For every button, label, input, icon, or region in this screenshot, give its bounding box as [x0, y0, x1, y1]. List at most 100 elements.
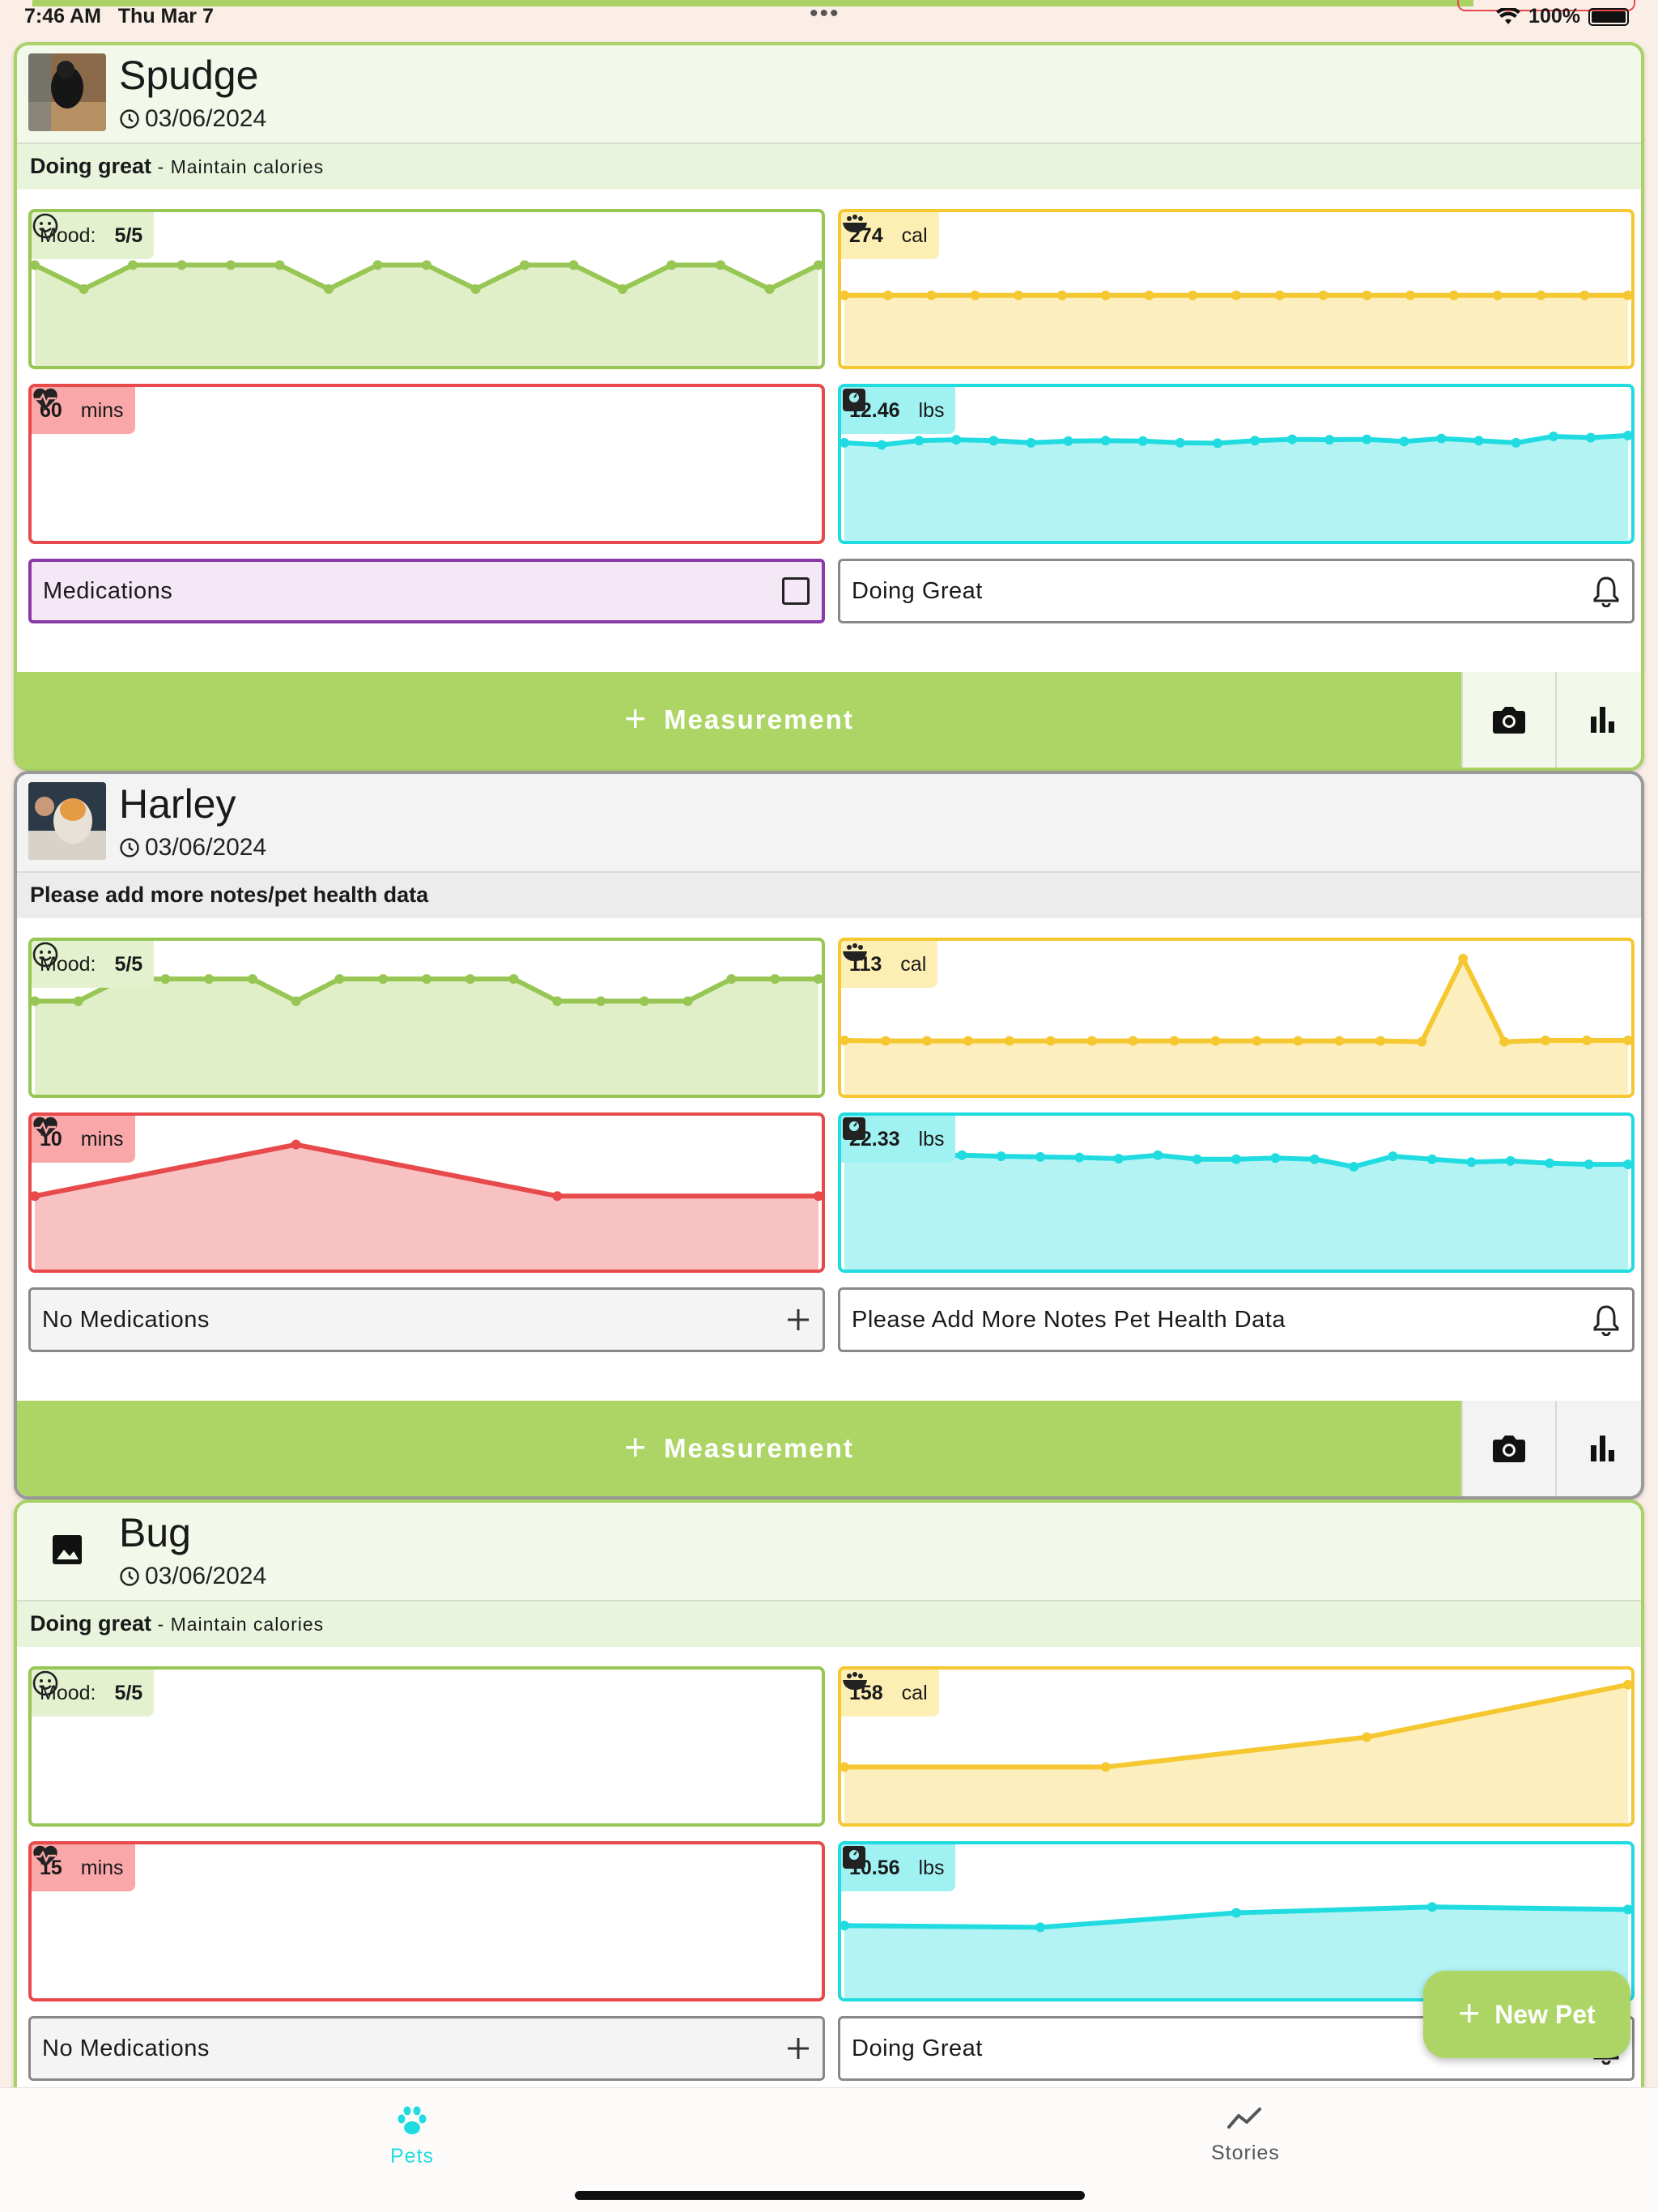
chart-point: [1362, 290, 1372, 300]
avatar[interactable]: [28, 782, 106, 860]
chart-point: [841, 1036, 849, 1046]
activity-chart[interactable]: 60 mins: [28, 384, 825, 544]
chart-point: [1274, 290, 1285, 300]
chart-point: [1086, 1036, 1097, 1046]
add-measurement-button[interactable]: + Measurement: [17, 672, 1461, 768]
stats-button[interactable]: [1555, 1401, 1641, 1496]
multitask-dots-icon[interactable]: •••: [810, 0, 840, 27]
chart-point: [814, 260, 822, 270]
chart-point: [1293, 1036, 1303, 1046]
chart-point: [1473, 436, 1484, 446]
chart-point: [1175, 437, 1185, 448]
activity-chart[interactable]: 10 mins: [28, 1112, 825, 1273]
camera-icon: [1493, 1436, 1525, 1462]
chart-area: [35, 979, 818, 1095]
chart-point: [957, 1150, 967, 1160]
chart-point: [1545, 1158, 1555, 1168]
chart-point: [1231, 1908, 1241, 1918]
bell-icon[interactable]: [1592, 1304, 1621, 1336]
add-measurement-button[interactable]: + Measurement: [17, 1401, 1461, 1496]
chart-point: [160, 974, 171, 985]
chart-point: [841, 1762, 849, 1772]
chart-point: [1458, 954, 1469, 964]
scale-icon: [843, 1117, 865, 1140]
calories-chart[interactable]: 158 cal: [838, 1666, 1635, 1827]
notes-field[interactable]: Doing Great: [838, 559, 1635, 623]
medications-field[interactable]: No Medications: [28, 2016, 825, 2081]
status-line: Doing great - Maintain calories: [17, 144, 1641, 189]
chart-area: [35, 1144, 818, 1270]
plus-icon: +: [624, 1426, 648, 1468]
camera-button[interactable]: [1461, 1401, 1555, 1496]
trend-line-icon: [1227, 2108, 1262, 2129]
weight-label: 12.46 lbs: [841, 387, 956, 434]
chart-point: [914, 436, 925, 446]
smiley-icon: [32, 213, 58, 239]
stats-button[interactable]: [1555, 672, 1641, 768]
add-icon[interactable]: [785, 2035, 811, 2061]
chart-point: [422, 974, 432, 985]
medications-field[interactable]: No Medications: [28, 1287, 825, 1352]
chart-point: [1210, 1036, 1221, 1046]
weight-label: 10.56 lbs: [841, 1844, 956, 1891]
chart-point: [970, 290, 980, 300]
mood-chart[interactable]: Mood: 5/5: [28, 209, 825, 369]
new-pet-button[interactable]: + New Pet: [1423, 1971, 1630, 2058]
heartbeat-icon: [33, 1845, 57, 1867]
chart-point: [1623, 1679, 1631, 1690]
chart-point: [32, 1191, 40, 1202]
chart-point: [324, 284, 334, 294]
avatar[interactable]: [28, 53, 106, 131]
mood-chart[interactable]: Mood: 5/5: [28, 938, 825, 1098]
add-icon[interactable]: [785, 1307, 811, 1333]
weight-chart[interactable]: 12.46 lbs: [838, 384, 1635, 544]
heartbeat-icon: [33, 388, 57, 410]
checkbox-icon[interactable]: [781, 576, 810, 606]
chart-point: [1436, 433, 1447, 444]
nav-stories[interactable]: Stories: [1211, 2103, 1280, 2165]
nav-pets[interactable]: Pets: [390, 2103, 434, 2168]
chart-point: [1623, 290, 1631, 300]
status-line: Please add more notes/pet health data: [17, 873, 1641, 918]
chart-point: [128, 260, 138, 270]
bell-icon[interactable]: [1592, 575, 1621, 607]
pet-card-spudge[interactable]: Spudge 03/06/2024 Doing great - Maintain…: [14, 42, 1644, 771]
chart-point: [470, 284, 481, 294]
chart-area: [844, 295, 1628, 366]
calories-chart[interactable]: 274 cal: [838, 209, 1635, 369]
chart-point: [1499, 1036, 1510, 1047]
pet-card-harley[interactable]: Harley 03/06/2024 Please add more notes/…: [14, 771, 1644, 1499]
chart-line: [844, 956, 1628, 1044]
chart-point: [1324, 435, 1335, 445]
home-indicator: [575, 2191, 1085, 2200]
chart-point: [1100, 436, 1111, 446]
chart-point: [1192, 1154, 1202, 1164]
heartbeat-icon: [33, 1117, 57, 1138]
chart-point: [1582, 1036, 1592, 1046]
chart-point: [639, 996, 649, 1006]
plus-icon: +: [624, 697, 648, 739]
chart-point: [1035, 1151, 1045, 1162]
pet-card-bug[interactable]: Bug 03/06/2024 Doing great - Maintain ca…: [14, 1499, 1644, 2212]
medications-field[interactable]: Medications: [28, 559, 825, 623]
calories-chart[interactable]: 113 cal: [838, 938, 1635, 1098]
status-right: 100%: [1496, 5, 1629, 28]
chart-point: [1536, 290, 1546, 300]
food-bowl-icon: [843, 215, 867, 232]
chart-point: [552, 1191, 563, 1202]
mood-chart[interactable]: Mood: 5/5: [28, 1666, 825, 1827]
chart-point: [73, 996, 83, 1006]
camera-button[interactable]: [1461, 672, 1555, 768]
pet-name: Bug: [119, 1510, 191, 1555]
action-bar: + Measurement: [17, 1401, 1641, 1496]
notes-field[interactable]: Please Add More Notes Pet Health Data: [838, 1287, 1635, 1352]
card-header: Bug 03/06/2024: [17, 1503, 1641, 1602]
chart-area: [844, 1152, 1628, 1270]
chart-point: [996, 1151, 1006, 1162]
weight-chart[interactable]: 22.33 lbs: [838, 1112, 1635, 1273]
top-card-edge: [32, 0, 1473, 6]
avatar-placeholder[interactable]: [28, 1511, 106, 1589]
chart-point: [1287, 434, 1298, 445]
activity-label: 15 mins: [32, 1844, 135, 1891]
activity-chart[interactable]: 15 mins: [28, 1841, 825, 2001]
